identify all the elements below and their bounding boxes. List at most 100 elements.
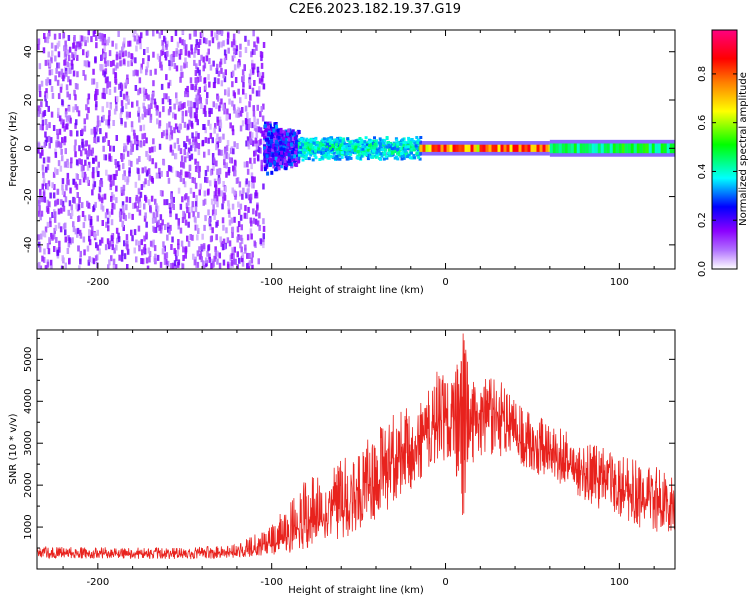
heatmap-cell [240,234,243,241]
heatmap-cell [234,193,237,200]
heatmap-cell [400,157,404,161]
heatmap-cell [376,153,379,157]
heatmap-cell [144,178,147,185]
heatmap-cell [235,48,238,55]
heatmap-y-label: Frequency (Hz) [8,111,19,187]
heatmap-cell [260,106,263,112]
heatmap-cell [172,196,175,203]
heatmap-cell [61,137,64,144]
heatmap-cell [64,196,68,203]
heatmap-cell [227,167,231,173]
heatmap-cell [160,83,164,90]
heatmap-cell [412,153,416,157]
heatmap-cell [95,125,99,132]
heatmap-cell [172,56,175,62]
heatmap-cell [174,123,178,130]
heatmap-cell [181,117,184,123]
heatmap-cell [384,148,387,152]
heatmap-cell [361,151,365,155]
heatmap-cell [69,117,72,124]
heatmap-cell [142,58,145,65]
heatmap-cell [182,246,185,253]
heatmap-cell [67,55,71,61]
heatmap-cell [51,234,54,241]
heatmap-cell [233,52,236,59]
heatmap-cell [103,193,107,200]
heatmap-cell [259,51,263,58]
heatmap-cell [100,237,104,244]
heatmap-cell [570,143,574,154]
heatmap-cell [191,122,194,129]
heatmap-cell [233,159,237,166]
heatmap-cell [66,172,70,179]
heatmap-cell [115,185,118,192]
heatmap-cell [179,148,183,155]
heatmap-cell [122,174,125,181]
heatmap-cell [223,148,227,155]
heatmap-cell [239,214,243,221]
heatmap-cell [231,129,235,136]
heatmap-cell [82,222,86,229]
heatmap-cell [230,157,233,164]
heatmap-cell [197,211,200,218]
heatmap-cell [249,138,253,145]
heatmap-cell [309,140,313,144]
heatmap-cell [396,142,400,146]
heatmap-cell [214,250,218,257]
heatmap-cell [146,30,149,36]
heatmap-cell [204,176,207,183]
heatmap-cell [220,41,223,48]
heatmap-cell [205,38,208,45]
heatmap-cell [38,205,41,212]
heatmap-cell [127,98,130,105]
heatmap-cell [297,150,300,155]
heatmap-cell [50,42,54,49]
heatmap-cell [297,130,301,134]
heatmap-cell [79,258,82,265]
heatmap-cell [248,118,251,124]
heatmap-cell [476,144,480,152]
heatmap-cell [150,195,154,202]
heatmap-cell [342,145,346,148]
heatmap-cell [222,224,225,231]
heatmap-cell [173,142,177,149]
heatmap-cell [289,130,293,135]
heatmap-cell [227,203,231,210]
heatmap-cell [40,80,44,87]
heatmap-cell [521,144,525,152]
heatmap-cell [330,148,334,151]
heatmap-cell [231,247,234,254]
heatmap-cell [128,159,131,166]
heatmap-cell [143,235,146,242]
heatmap-cell [262,218,265,225]
heatmap-cell [202,199,205,206]
heatmap-cell [230,259,234,266]
heatmap-cell [120,83,124,90]
heatmap-cell [383,151,386,155]
heatmap-cell [413,141,417,145]
heatmap-cell [250,257,254,264]
heatmap-cell [228,240,232,247]
heatmap-cell [213,191,217,198]
heatmap-cell [137,188,141,195]
heatmap-cell [42,111,45,118]
heatmap-cell [244,118,248,124]
heatmap-cell [72,106,75,113]
heatmap-cell [91,171,95,178]
heatmap-cell [164,54,168,61]
y-tick-label: 2000 [23,472,34,497]
heatmap-cell [38,91,42,98]
heatmap-cell [178,124,181,131]
heatmap-cell [61,255,64,262]
heatmap-cell [158,111,162,118]
heatmap-cell [414,144,418,148]
heatmap-cell [81,141,84,148]
heatmap-cell [248,79,252,86]
heatmap-cell [235,177,239,184]
heatmap-cell [392,142,396,146]
colorbar-ticks: 0.00.20.40.60.8 [697,66,737,277]
heatmap-cell [260,62,264,69]
heatmap-cell [356,140,360,144]
heatmap-cell [112,120,115,126]
heatmap-cell [40,113,44,120]
